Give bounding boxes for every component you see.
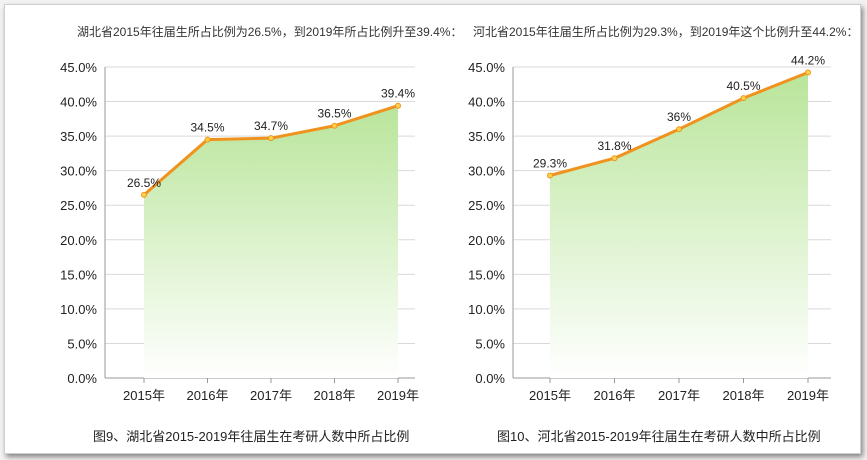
x-tick-label: 2015年 [529, 388, 571, 403]
y-tick-label: 15.0% [468, 267, 505, 282]
y-tick-label: 45.0% [60, 60, 97, 75]
data-label: 29.3% [533, 157, 567, 171]
y-tick-label: 40.0% [468, 95, 505, 110]
data-point [805, 69, 811, 76]
chart-hebei: 0.0% 5.0% 10.0% 15.0% 20.0% 25.0% 30.0% 35.0% 40… [468, 54, 831, 403]
data-label: 36% [667, 110, 691, 124]
y-tick-label: 45.0% [468, 60, 505, 75]
x-tick-label: 2018年 [314, 388, 356, 403]
y-tick-label: 5.0% [67, 336, 97, 351]
x-tick-label: 2019年 [377, 388, 419, 403]
y-tick-label: 35.0% [468, 129, 505, 144]
data-label: 39.4% [381, 87, 415, 101]
x-tick-label: 2016年 [187, 388, 229, 403]
chart-caption: 图10、河北省2015-2019年往届生在考研人数中所占比例 [497, 429, 821, 444]
y-tick-label: 15.0% [60, 267, 97, 282]
x-tick-label: 2017年 [658, 388, 700, 403]
data-label: 36.5% [317, 107, 351, 121]
data-point [395, 102, 401, 109]
chart-panel-hebei: 河北省2015年往届生所占比例为29.3%，到2019年这个比例升至44.2%：… [433, 5, 860, 453]
x-tick-label: 2018年 [723, 388, 765, 403]
data-label: 31.8% [597, 139, 631, 153]
data-label: 26.5% [127, 176, 161, 190]
series-area [550, 72, 808, 378]
y-tick-label: 20.0% [60, 233, 97, 248]
y-tick-label: 20.0% [468, 233, 505, 248]
x-tick-label: 2015年 [123, 388, 165, 403]
data-label: 44.2% [791, 54, 825, 68]
y-tick-label: 5.0% [475, 336, 505, 351]
series-area [144, 105, 398, 379]
y-tick-label: 10.0% [468, 302, 505, 317]
chart-hubei: 0.0% 5.0% 10.0% 15.0% 20.0% 25.0% 30.0% 35.0% 40… [60, 60, 419, 403]
chart-subtitle: 河北省2015年往届生所占比例为29.3%，到2019年这个比例升至44.2%： [473, 25, 859, 39]
y-tick-label: 25.0% [468, 198, 505, 213]
data-point [204, 136, 211, 143]
data-point [611, 155, 618, 162]
y-tick-label: 0.0% [475, 371, 505, 386]
data-point [141, 191, 147, 198]
data-point [331, 122, 338, 129]
x-tick-label: 2017年 [250, 388, 292, 403]
data-label: 34.5% [190, 121, 224, 135]
data-point [547, 172, 553, 179]
x-tick-label: 2019年 [787, 388, 829, 403]
chart-subtitle: 湖北省2015年往届生所占比例为26.5%，到2019年所占比例升至39.4%： [77, 25, 463, 39]
data-point [740, 95, 747, 102]
y-tick-label: 40.0% [60, 95, 97, 110]
chart-panel-hubei: 湖北省2015年往届生所占比例为26.5%，到2019年所占比例升至39.4%：… [5, 5, 462, 453]
y-tick-label: 0.0% [67, 371, 97, 386]
y-tick-label: 35.0% [60, 129, 97, 144]
data-label: 34.7% [254, 119, 288, 133]
x-tick-label: 2016年 [594, 388, 636, 403]
y-tick-label: 30.0% [60, 164, 97, 179]
chart-caption: 图9、湖北省2015-2019年往届生在考研人数中所占比例 [93, 429, 410, 444]
figure-frame: 湖北省2015年往届生所占比例为26.5%，到2019年所占比例升至39.4%：… [4, 4, 861, 454]
data-point [268, 135, 274, 142]
data-point [676, 126, 682, 133]
y-tick-label: 25.0% [60, 198, 97, 213]
y-tick-label: 30.0% [468, 164, 505, 179]
data-label: 40.5% [726, 79, 760, 93]
y-tick-label: 10.0% [60, 302, 97, 317]
